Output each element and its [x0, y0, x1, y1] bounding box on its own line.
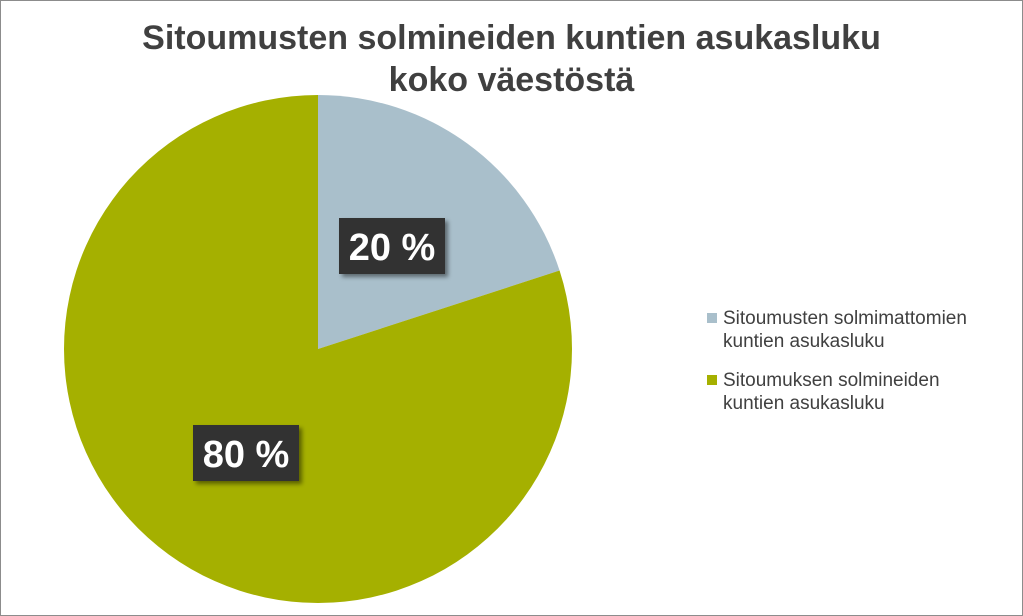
legend-swatch-not-committed [707, 313, 717, 323]
legend-label-line-1: Sitoumusten solmimattomien [723, 308, 967, 329]
legend-item-not-committed: Sitoumusten solmimattomien kuntien asuka… [707, 307, 1017, 353]
pie-slice-committed [64, 95, 572, 603]
data-label-text: 20 % [349, 227, 436, 269]
data-label-box [193, 425, 299, 481]
data-label-text: 80 % [203, 434, 290, 476]
chart-title-line-1: Sitoumusten solmineiden kuntien asukaslu… [142, 19, 881, 57]
legend: Sitoumusten solmimattomien kuntien asuka… [707, 307, 1017, 431]
data-label-committed: 80 % [193, 425, 299, 481]
chart-title-line-2: koko väestöstä [388, 61, 635, 99]
legend-item-committed: Sitoumuksen solmineiden kuntien asukaslu… [707, 369, 1017, 415]
chart-title: Sitoumusten solmineiden kuntien asukaslu… [1, 17, 1022, 101]
legend-label-line-2: kuntien asukasluku [723, 393, 885, 414]
data-label-box [339, 218, 445, 274]
legend-label-line-2: kuntien asukasluku [723, 331, 885, 352]
data-label-not-committed: 20 % [339, 218, 445, 274]
legend-label-line-1: Sitoumuksen solmineiden [723, 370, 940, 391]
legend-swatch-committed [707, 375, 717, 385]
